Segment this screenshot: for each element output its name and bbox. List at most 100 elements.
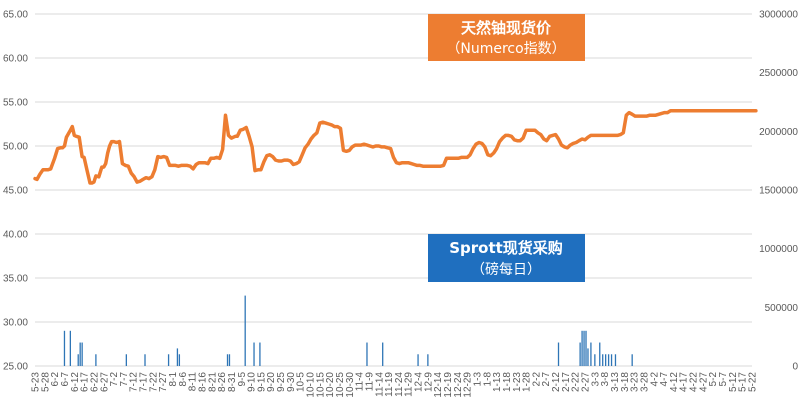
x-tick-label: 11-4	[355, 372, 366, 392]
x-tick-label: 5-12	[728, 372, 739, 392]
left-axis-ticks: 25.00 30.00 35.00 40.00 45.00 50.00 55.00 60.00…	[3, 10, 28, 373]
x-tick-label: 5-17	[738, 372, 749, 392]
x-tick-label: 8-6	[178, 372, 189, 387]
price-legend-box: 天然铀现货价 （Numerco指数）	[428, 14, 585, 61]
x-tick-label: 11-9	[364, 372, 375, 392]
x-tick-label: 5-7	[718, 372, 729, 387]
x-tick-label: 4-17	[679, 372, 690, 392]
x-tick-label: 1-28	[522, 372, 533, 392]
x-tick-label: 3-18	[620, 372, 631, 392]
x-tick-label: 4-12	[669, 372, 680, 392]
x-tick-label: 4-2	[649, 372, 660, 387]
right-tick-label: 2500000	[759, 68, 798, 79]
x-tick-label: 12-19	[443, 372, 454, 398]
x-tick-label: 9-25	[276, 372, 287, 392]
x-tick-label: 6-17	[80, 372, 91, 392]
right-tick-label: 0	[792, 362, 798, 373]
x-tick-label: 5-2	[708, 372, 719, 387]
x-tick-label: 6-12	[70, 372, 81, 392]
x-tick-label: 3-23	[630, 372, 641, 392]
x-tick-label: 8-26	[217, 372, 228, 392]
x-tick-label: 9-20	[266, 372, 277, 392]
x-tick-label: 9-5	[237, 372, 248, 387]
x-tick-label: 10-5	[296, 372, 307, 392]
purchase-legend-box: Sprott现货采购 （磅每日）	[428, 234, 585, 282]
x-tick-label: 2-12	[551, 372, 562, 392]
price-series-subtitle: （Numerco指数）	[446, 41, 565, 57]
right-tick-label: 1000000	[759, 244, 798, 255]
x-tick-label: 12-24	[453, 372, 464, 398]
x-tick-label: 6-27	[99, 372, 110, 392]
purchase-bars	[63, 295, 633, 366]
left-tick-label: 65.00	[3, 10, 28, 21]
x-tick-label: 5-28	[40, 372, 51, 392]
x-tick-label: 12-9	[423, 372, 434, 392]
x-tick-label: 5-22	[748, 372, 759, 392]
left-tick-label: 50.00	[3, 142, 28, 153]
x-tick-label: 1-18	[502, 372, 513, 392]
purchase-series-name: Sprott现货采购	[449, 239, 563, 257]
x-tick-label: 4-27	[698, 372, 709, 392]
x-tick-label: 11-29	[404, 372, 415, 397]
left-tick-label: 55.00	[3, 98, 28, 109]
x-tick-label: 3-28	[639, 372, 650, 392]
x-tick-label: 7-2	[109, 372, 120, 387]
x-tick-label: 1-23	[512, 372, 523, 392]
right-tick-label: 1500000	[759, 186, 798, 197]
x-tick-label: 12-14	[433, 372, 444, 398]
x-tick-label: 11-19	[384, 372, 395, 397]
x-tick-label: 7-27	[158, 372, 169, 392]
left-tick-label: 35.00	[3, 274, 28, 285]
x-tick-label: 1-3	[472, 372, 483, 387]
x-tick-label: 9-10	[247, 372, 258, 392]
price-box-bg	[428, 14, 585, 61]
x-tick-label: 3-3	[590, 372, 601, 387]
x-tick-label: 2-22	[571, 372, 582, 392]
gridlines	[35, 13, 752, 367]
x-tick-label: 6-22	[89, 372, 100, 392]
x-tick-label: 2-27	[581, 372, 592, 392]
x-tick-label: 2-17	[561, 372, 572, 392]
x-tick-label: 9-15	[256, 372, 267, 392]
purchase-box-bg	[428, 234, 585, 282]
right-tick-label: 3000000	[759, 10, 798, 21]
x-tick-label: 2-7	[541, 372, 552, 387]
x-tick-label: 7-22	[148, 372, 159, 392]
left-tick-label: 45.00	[3, 186, 28, 197]
x-tick-label: 8-31	[227, 372, 238, 392]
x-tick-label: 7-17	[139, 372, 150, 392]
x-tick-label: 2-2	[531, 372, 542, 387]
x-tick-label: 8-1	[168, 372, 179, 387]
price-line	[33, 109, 758, 185]
right-axis-ticks: 0 500000 1000000 1500000 2000000 2500000 30000…	[759, 10, 798, 373]
x-tick-label: 8-21	[207, 372, 218, 392]
x-tick-label: 10-30	[345, 372, 356, 398]
x-axis-labels: 5-235-286-26-76-126-176-226-277-27-77-12…	[31, 372, 759, 398]
x-tick-label: 7-12	[129, 372, 140, 392]
left-tick-label: 60.00	[3, 54, 28, 65]
x-tick-label: 5-23	[31, 372, 42, 392]
left-tick-label: 30.00	[3, 318, 28, 329]
x-tick-label: 9-30	[286, 372, 297, 392]
x-tick-label: 3-8	[600, 372, 611, 387]
x-tick-label: 3-13	[610, 372, 621, 392]
x-tick-label: 10-25	[335, 372, 346, 398]
x-tick-label: 10-20	[325, 372, 336, 398]
left-tick-label: 40.00	[3, 230, 28, 241]
x-tick-label: 8-16	[197, 372, 208, 392]
right-tick-label: 2000000	[759, 127, 798, 138]
x-tick-label: 12-4	[414, 372, 425, 392]
x-tick-label: 4-22	[689, 372, 700, 392]
x-tick-label: 11-24	[394, 372, 405, 397]
x-tick-label: 6-2	[50, 372, 61, 387]
x-tick-label: 1-8	[482, 372, 493, 387]
price-series-name: 天然铀现货价	[461, 19, 552, 37]
right-tick-label: 500000	[765, 303, 799, 314]
x-tick-label: 7-7	[119, 372, 130, 387]
x-tick-label: 10-15	[315, 372, 326, 398]
x-tick-label: 12-29	[463, 372, 474, 398]
purchase-series-subtitle: （磅每日）	[471, 261, 541, 278]
x-tick-label: 10-10	[306, 372, 317, 398]
x-tick-label: 11-14	[374, 372, 385, 397]
